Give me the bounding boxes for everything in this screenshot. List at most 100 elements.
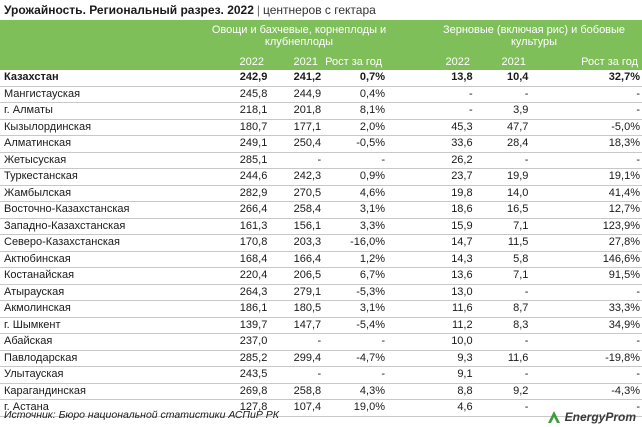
- veg-2021-value: 107,4: [267, 399, 322, 417]
- region-name: Жамбылская: [0, 185, 218, 202]
- table-row: Карагандинская 269,8 258,8 4,3% 8,8 9,2 -4,3%: [0, 383, 642, 400]
- veg-2022-value: 245,8: [217, 86, 268, 103]
- grain-growth-value: -: [528, 399, 642, 417]
- report-title: Урожайность. Региональный разрез. 2022 | ц…: [0, 0, 642, 20]
- table-row: Павлодарская 285,2 299,4 -4,7% 9,3 11,6 -19,8%: [0, 350, 642, 367]
- brand-logo: EnergyProm: [546, 407, 636, 427]
- grain-2021-value: -: [472, 399, 529, 417]
- veg-2021-value: 279,1: [267, 284, 322, 301]
- veg-2022-value: 244,6: [217, 168, 268, 186]
- veg-growth-value: 19,0%: [321, 399, 385, 417]
- table-row: г. Астана 127,8 107,4 19,0% 4,6- -: [0, 399, 642, 417]
- table-row: Туркестанская 244,6 242,3 0,9% 23,7 19,9 19,1%: [0, 168, 642, 186]
- veg-2022-value: 218,1: [217, 102, 268, 120]
- veg-2022-value: 266,4: [217, 201, 268, 219]
- title-separator: |: [256, 3, 261, 17]
- veg-2022-value: 243,5: [217, 366, 268, 384]
- grain-2021-value: -: [472, 152, 529, 169]
- table-row: Актюбинская 168,4 166,4 1,2% 14,3 5,8 146,6%: [0, 251, 642, 268]
- region-name: Атырауская: [0, 284, 218, 301]
- grain-2021-value: 8,3: [472, 317, 529, 334]
- grain-2022-value: 11,2: [385, 317, 473, 334]
- report-title-units: центнеров с гектара: [263, 3, 376, 17]
- header-col-2022-veg: 2022: [239, 56, 264, 68]
- table-row: Акмолинская 186,1 180,5 3,1% 11,6 8,7 33,3%: [0, 300, 642, 318]
- grain-growth-value: -: [528, 102, 642, 120]
- grain-growth-value: 27,8%: [528, 234, 642, 252]
- grain-2021-value: -: [472, 366, 529, 384]
- grain-2022-value: 14,3: [385, 251, 473, 268]
- table-row: Кызылординская 180,7 177,1 2,0% 45,3 47,7 -5,0…: [0, 119, 642, 136]
- veg-2022-value: 269,8: [217, 383, 268, 400]
- veg-2021-value: 299,4: [267, 350, 322, 367]
- veg-2021-value: 203,3: [267, 234, 322, 252]
- region-name: Кызылординская: [0, 119, 218, 136]
- veg-2021-value: 244,9: [267, 86, 322, 103]
- table-row: Атырауская 264,3 279,1 -5,3% 13,0- -: [0, 284, 642, 301]
- veg-2022-value: 161,3: [217, 218, 268, 235]
- veg-2021-value: 242,3: [267, 168, 322, 186]
- veg-growth-value: 8,1%: [321, 102, 385, 120]
- grain-2021-value: 5,8: [472, 251, 529, 268]
- report-title-main: Урожайность. Региональный разрез. 2022: [4, 3, 254, 17]
- grain-2021-value: 47,7: [472, 119, 529, 136]
- grain-2021-value: 16,5: [472, 201, 529, 219]
- veg-growth-value: -: [321, 333, 385, 351]
- grain-2022-value: -: [385, 86, 473, 103]
- veg-2021-value: 206,5: [267, 267, 322, 285]
- grain-2021-value: 14,0: [472, 185, 529, 202]
- region-name: г. Алматы: [0, 102, 218, 120]
- header-col-growth-grain: Рост за год: [581, 56, 638, 68]
- veg-2022-value: 285,2: [217, 350, 268, 367]
- table-row: Алматинская 249,1 250,4 -0,5% 33,6 28,4 18,3%: [0, 135, 642, 153]
- veg-2021-value: -: [267, 333, 322, 351]
- veg-2022-value: 127,8: [217, 399, 268, 417]
- grain-2022-value: 18,6: [385, 201, 473, 219]
- grain-growth-value: -: [528, 333, 642, 351]
- grain-2022-value: 14,7: [385, 234, 473, 252]
- grain-2021-value: 7,1: [472, 218, 529, 235]
- header-col-2021-grain: 2021: [501, 56, 526, 68]
- veg-2022-value: 139,7: [217, 317, 268, 334]
- veg-2022-value: 180,7: [217, 119, 268, 136]
- source-note: Источник: Бюро национальной статистики А…: [4, 409, 279, 421]
- region-name: Карагандинская: [0, 383, 218, 400]
- veg-growth-value: -5,4%: [321, 317, 385, 334]
- grain-2021-value: 9,2: [472, 383, 529, 400]
- grain-growth-value: 19,1%: [528, 168, 642, 186]
- veg-growth-value: 4,3%: [321, 383, 385, 400]
- veg-2021-value: 166,4: [267, 251, 322, 268]
- grain-2022-value: 13,6: [385, 267, 473, 285]
- veg-growth-value: 1,2%: [321, 251, 385, 268]
- veg-growth-value: -16,0%: [321, 234, 385, 252]
- header-col-2021-veg: 2021: [293, 56, 318, 68]
- veg-2022-value: 186,1: [217, 300, 268, 318]
- footer: Источник: Бюро национальной статистики А…: [0, 405, 642, 427]
- veg-growth-value: -4,7%: [321, 350, 385, 367]
- veg-growth-value: 3,1%: [321, 300, 385, 318]
- grain-2022-value: 19,8: [385, 185, 473, 202]
- grain-2021-value: 28,4: [472, 135, 529, 153]
- veg-2022-value: 282,9: [217, 185, 268, 202]
- veg-growth-value: 0,7%: [321, 70, 385, 87]
- grain-2021-value: 8,7: [472, 300, 529, 318]
- veg-2022-value: 264,3: [217, 284, 268, 301]
- grain-growth-value: 12,7%: [528, 201, 642, 219]
- region-name: Западно-Казахстанская: [0, 218, 218, 235]
- grain-2022-value: 33,6: [385, 135, 473, 153]
- table-row: Мангистауская 245,8 244,9 0,4% - - -: [0, 86, 642, 103]
- veg-growth-value: 6,7%: [321, 267, 385, 285]
- region-name: г. Астана: [0, 399, 218, 417]
- grain-growth-value: 18,3%: [528, 135, 642, 153]
- grain-2022-value: 45,3: [385, 119, 473, 136]
- veg-2022-value: 249,1: [217, 135, 268, 153]
- veg-2022-value: 220,4: [217, 267, 268, 285]
- veg-2022-value: 237,0: [217, 333, 268, 351]
- veg-2021-value: 250,4: [267, 135, 322, 153]
- brand-name: EnergyProm: [564, 410, 636, 424]
- region-name: Абайская: [0, 333, 218, 351]
- grain-2021-value: -: [472, 333, 529, 351]
- grain-2022-value: 10,0: [385, 333, 473, 351]
- grain-2022-value: 9,1: [385, 366, 473, 384]
- grain-2022-value: 8,8: [385, 383, 473, 400]
